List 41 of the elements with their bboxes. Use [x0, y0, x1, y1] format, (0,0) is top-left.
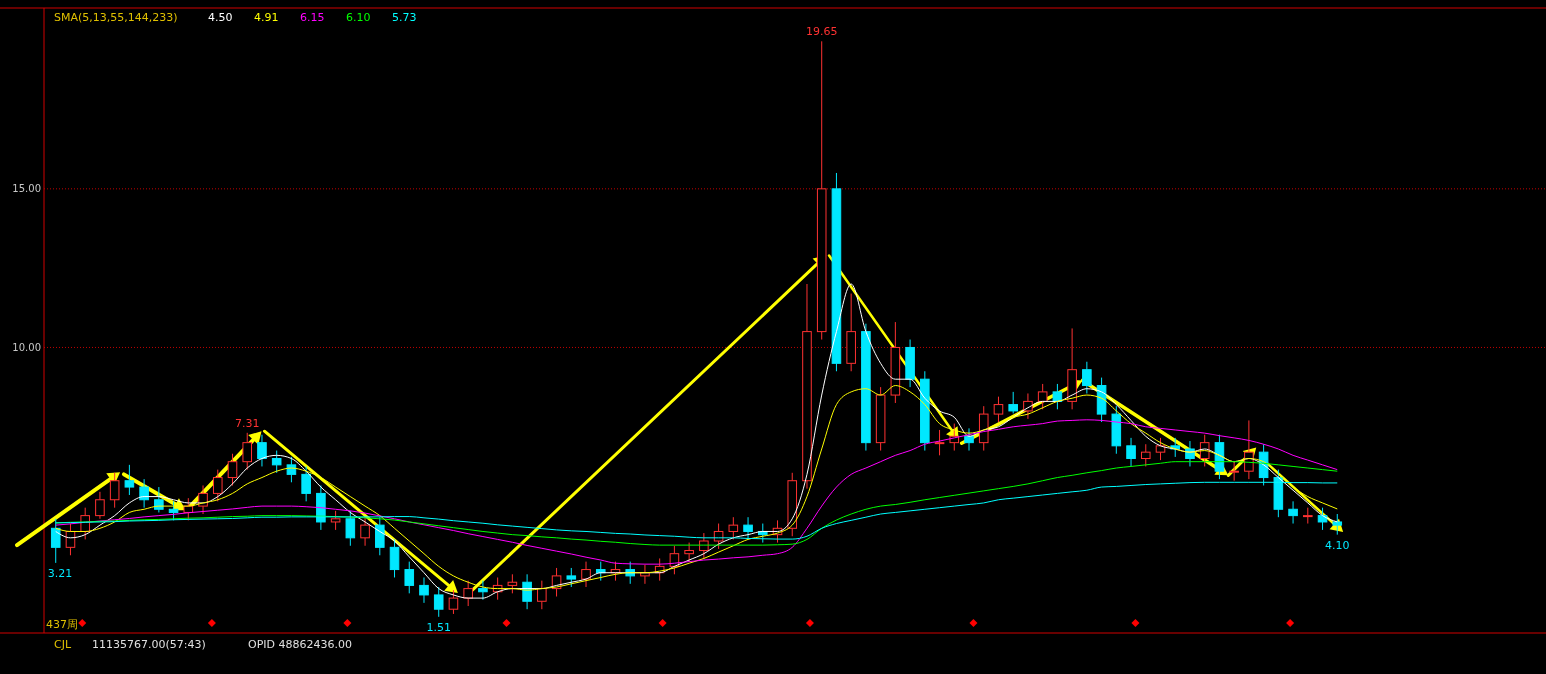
y-tick-label: 15.00: [12, 183, 41, 195]
annotation: 7.31: [234, 416, 260, 430]
candlestick: [1067, 327, 1077, 410]
text: OPID 48862436.00: [248, 638, 352, 651]
candlestick: [95, 491, 105, 520]
candlestick: [1288, 500, 1298, 525]
annotation: 5.73: [392, 11, 417, 24]
annotation: SMA(5,13,55,144,233): [54, 11, 178, 24]
candlestick: [802, 283, 812, 490]
candlestick: [1126, 437, 1136, 467]
candlestick: [50, 518, 61, 564]
candlestick: [640, 564, 650, 585]
text: CJL: [54, 638, 72, 651]
candlestick: [301, 465, 311, 502]
candlestick: [1082, 361, 1092, 394]
candlestick: [478, 580, 488, 601]
annotation: 437周: [46, 618, 78, 631]
candlestick: [816, 40, 827, 341]
annotation: 1.51: [426, 620, 451, 634]
candlestick: [743, 516, 753, 540]
annotation: 3.21: [47, 566, 73, 580]
candlestick: [257, 434, 267, 467]
annotation: 6.15: [300, 11, 325, 24]
candlestick: [139, 478, 149, 509]
annotation: 6.10: [346, 11, 371, 24]
annotation: 19.65: [805, 25, 838, 39]
line-series: [55, 481, 1338, 540]
candlestick: [581, 561, 591, 588]
text: 11135767.00(57:43): [92, 638, 206, 651]
y-tick-label: 10.00: [12, 341, 41, 353]
candlestick: [198, 484, 208, 515]
candlestick: [360, 516, 370, 547]
candlestick: [964, 427, 974, 452]
annotation: 4.50: [208, 11, 233, 24]
candlestick: [1244, 419, 1254, 480]
candlestick: [419, 576, 429, 604]
candlestick: [684, 542, 694, 563]
annotation: 4.91: [254, 11, 279, 24]
candlestick: [905, 339, 915, 388]
candlestick: [861, 323, 871, 452]
annotation: 4.10: [1325, 538, 1350, 552]
